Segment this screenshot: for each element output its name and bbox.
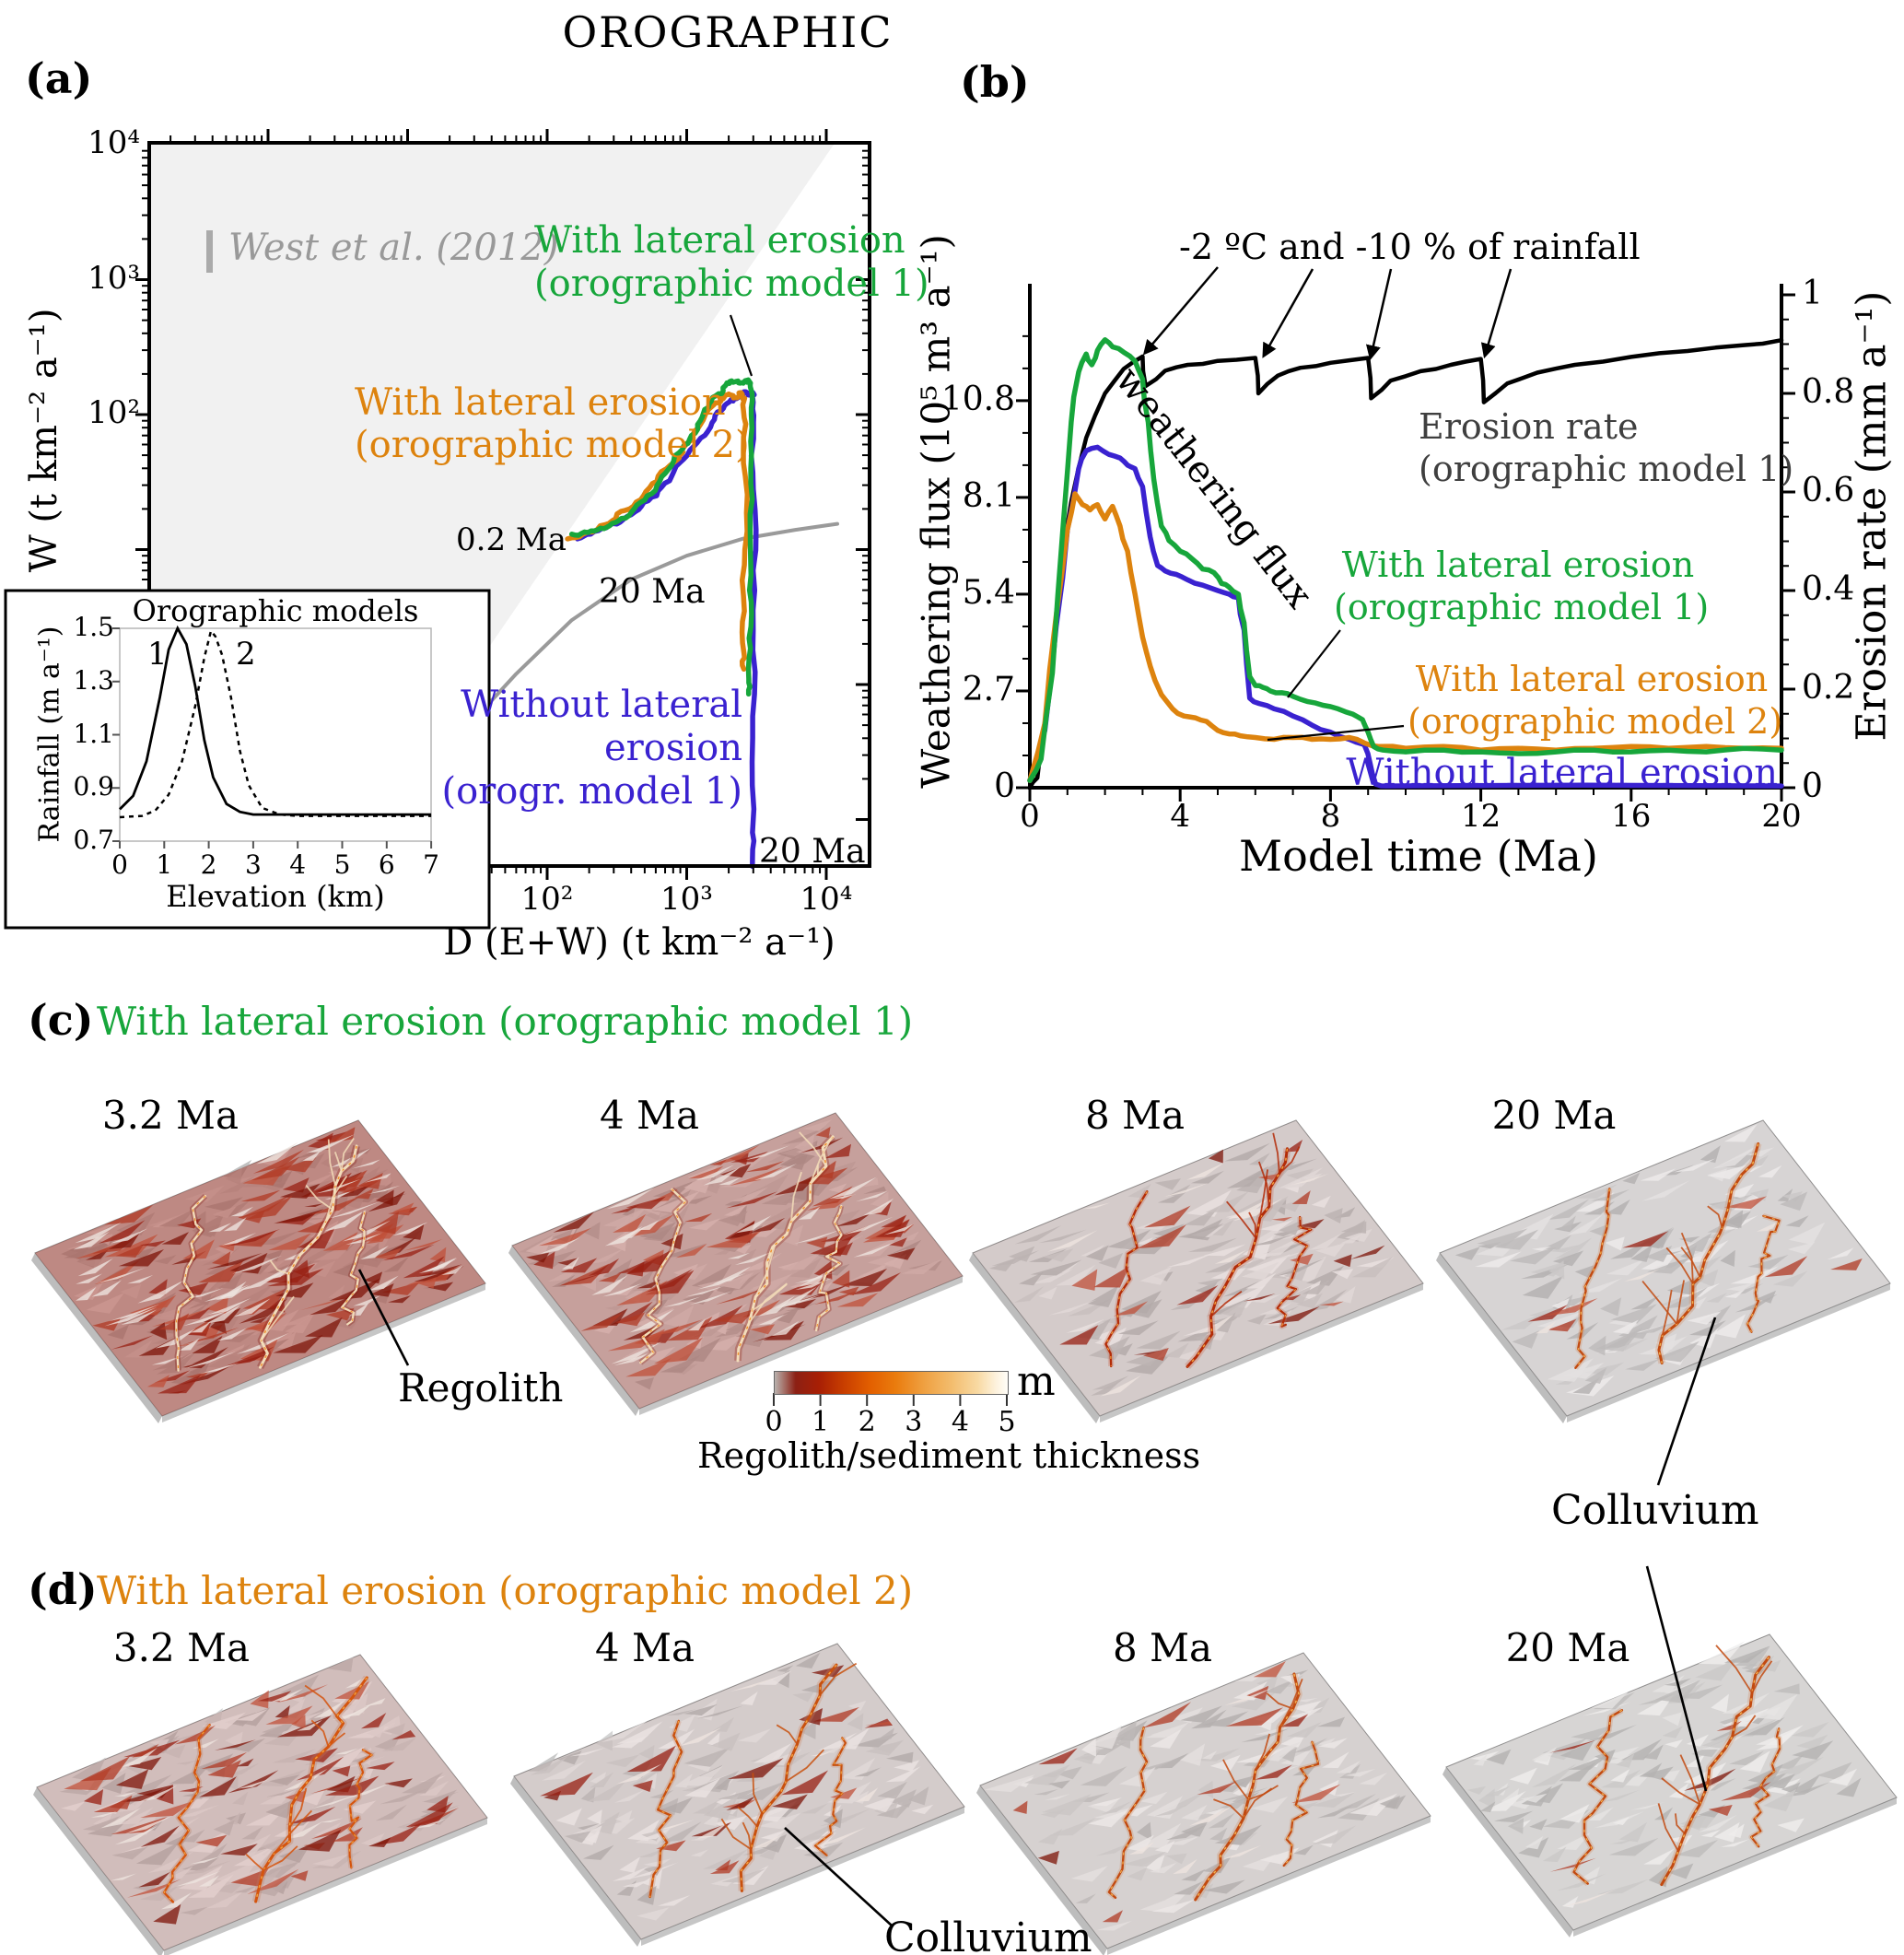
- panel-a-blue-label-line3: (orogr. model 1): [441, 770, 742, 813]
- colluvium-label-c: Colluvium: [1551, 1487, 1759, 1534]
- tick-label: 10.8: [940, 380, 1015, 418]
- tick-label: 1.3: [73, 664, 114, 696]
- panel-b-erosion-label-line2: (orographic model 1): [1419, 449, 1794, 489]
- tick-label: 0: [765, 1406, 783, 1438]
- panel-d-tag: (d): [28, 1564, 98, 1614]
- tick-label: 3: [244, 849, 262, 880]
- tick-label: 10³: [660, 881, 713, 918]
- tick-label: 1.1: [73, 718, 114, 749]
- tick-label: 4 Ma: [599, 1093, 700, 1138]
- tick-label: 0: [1802, 767, 1823, 805]
- tick-label: 0.8: [1802, 373, 1855, 411]
- inset-x-axis-label: Elevation (km): [166, 879, 385, 914]
- panel-a-tag: (a): [25, 53, 93, 103]
- tick-label: 10²: [520, 881, 574, 918]
- tick-label: 10⁴: [88, 124, 140, 161]
- panel-b-erosion-label-line1: Erosion rate: [1419, 406, 1639, 447]
- colorbar-unit: m: [1017, 1358, 1056, 1405]
- tick-label: 0.2: [1802, 669, 1855, 707]
- tick-label: 0: [111, 849, 128, 880]
- tick-label: 1: [1802, 275, 1823, 312]
- panel-a-orange-label-line2: (orographic model 2): [355, 424, 750, 466]
- tick-label: 0.9: [73, 771, 114, 802]
- colluvium-label-d: Colluvium: [884, 1914, 1092, 1955]
- colorbar-label: Regolith/sediment thickness: [697, 1435, 1201, 1476]
- panel-b-annotation: -2 ºC and -10 % of rainfall: [1179, 227, 1641, 267]
- tick-label: 0: [994, 767, 1015, 805]
- panel-c-tag: (c): [28, 995, 94, 1045]
- panel-a-orange-label: With lateral erosion (orographic model 2…: [355, 381, 750, 466]
- tick-label: 7: [423, 849, 439, 880]
- panel-a-y-axis-label: W (t km⁻² a⁻¹): [23, 308, 65, 573]
- panel-b-orange-label-line2: (orographic model 2): [1408, 701, 1783, 742]
- tick-label: 3.2 Ma: [112, 1625, 251, 1670]
- tick-label: 20 Ma: [1505, 1625, 1630, 1670]
- regolith-label: Regolith: [398, 1365, 564, 1411]
- tick-label: 10²: [88, 394, 140, 431]
- inset-curve2-label: 2: [236, 636, 256, 673]
- panel-a-green-label-line1: With lateral erosion: [534, 219, 905, 262]
- tick-label: 10⁴: [800, 881, 853, 918]
- panel-b-green-label-line2: (orographic model 1): [1334, 587, 1710, 627]
- panel-b-erosion-label: Erosion rate (orographic model 1): [1419, 405, 1793, 490]
- tick-label: 1.5: [73, 612, 114, 642]
- tick-label: 1: [812, 1406, 830, 1438]
- west-etal-reference: West et al. (2012): [228, 227, 559, 269]
- tick-label: 2: [858, 1406, 876, 1438]
- tick-label: 20 Ma: [1491, 1093, 1617, 1138]
- panel-a-orange-label-line1: With lateral erosion: [355, 381, 726, 424]
- panel-a-green-label-line2: (orographic model 1): [534, 263, 929, 305]
- panel-a-x-axis-label: D (E+W) (t km⁻² a⁻¹): [443, 921, 835, 964]
- tick-label: 0.4: [1802, 570, 1855, 608]
- panel-b-tag: (b): [960, 57, 1030, 107]
- tick-label: 1: [156, 849, 173, 880]
- panel-c-title: With lateral erosion (orographic model 1…: [97, 999, 914, 1044]
- tick-label: 8 Ma: [1112, 1625, 1213, 1670]
- panel-a-blue-label-line2: erosion: [603, 727, 742, 769]
- tick-label: 5: [998, 1406, 1016, 1438]
- tick-label: 5: [333, 849, 351, 880]
- marker-0-2ma: 0.2 Ma: [456, 521, 567, 558]
- tick-label: 4: [1170, 798, 1190, 835]
- tick-label: 8: [1320, 798, 1341, 835]
- figure-title: OROGRAPHIC: [562, 7, 894, 57]
- tick-label: 20: [1761, 798, 1802, 835]
- tick-label: 12: [1460, 798, 1501, 835]
- inset-title: Orographic models: [132, 593, 419, 628]
- tick-label: 16: [1611, 798, 1652, 835]
- tick-label: 5.4: [962, 573, 1015, 612]
- panel-d-title: With lateral erosion (orographic model 2…: [97, 1568, 914, 1613]
- tick-label: 2: [200, 849, 217, 880]
- tick-label: 8 Ma: [1084, 1093, 1186, 1138]
- tick-label: 4 Ma: [594, 1625, 695, 1670]
- tick-label: 8.1: [962, 476, 1015, 515]
- panel-a-blue-label: Without lateral erosion (orogr. model 1): [415, 684, 742, 814]
- tick-label: 10³: [88, 259, 140, 297]
- tick-label: 3.2 Ma: [101, 1093, 239, 1138]
- panel-b-green-label-line1: With lateral erosion: [1341, 544, 1695, 585]
- tick-label: 4: [289, 849, 307, 880]
- panel-b-blue-label: Without lateral erosion: [1346, 752, 1778, 794]
- panel-b-x-axis-label: Model time (Ma): [1239, 831, 1598, 881]
- tick-label: 0.7: [73, 825, 114, 855]
- tick-label: 3: [905, 1406, 923, 1438]
- tick-label: 0.6: [1802, 472, 1855, 509]
- tick-label: 6: [378, 849, 395, 880]
- panel-a-blue-label-line1: Without lateral: [461, 684, 742, 726]
- panel-b-green-label: With lateral erosion (orographic model 1…: [1334, 544, 1710, 628]
- panel-b-orange-label-line1: With lateral erosion: [1415, 659, 1769, 699]
- colorbar-gradient: [774, 1371, 1009, 1395]
- panel-b-orange-label: With lateral erosion (orographic model 2…: [1408, 658, 1783, 743]
- tick-label: 4: [951, 1406, 969, 1438]
- tick-label: 0: [1020, 798, 1040, 835]
- inset-curve1-label: 1: [147, 636, 168, 673]
- marker-20ma-mid: 20 Ma: [599, 573, 706, 611]
- panel-a-green-label: With lateral erosion (orographic model 1…: [534, 219, 929, 306]
- tick-label: 2.7: [962, 670, 1015, 708]
- marker-20ma-bottom: 20 Ma: [759, 833, 866, 871]
